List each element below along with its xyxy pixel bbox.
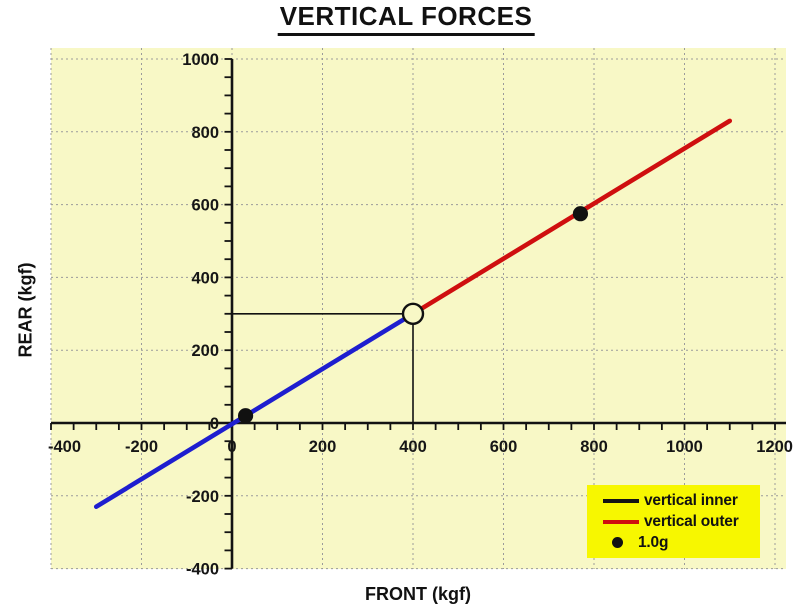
x-tick-label: 200 xyxy=(309,438,337,456)
legend-label: vertical inner xyxy=(644,491,738,509)
dot-swatch-icon xyxy=(612,537,623,548)
x-tick-label: -200 xyxy=(125,438,158,456)
crossover-circle xyxy=(401,302,425,325)
legend-item-vertical-outer: vertical outer xyxy=(603,513,756,531)
x-tick-label: 1000 xyxy=(666,438,703,456)
line-swatch-icon xyxy=(603,498,639,503)
legend-item-1g: 1.0g xyxy=(603,534,756,552)
point-marker-1g xyxy=(572,206,589,222)
point-marker-1g xyxy=(237,408,254,424)
legend-label: vertical outer xyxy=(644,512,739,530)
x-tick-label: 0 xyxy=(227,438,236,456)
line-swatch-icon xyxy=(603,519,639,524)
y-tick-label: 1000 xyxy=(182,51,219,69)
legend-item-vertical-inner: vertical inner xyxy=(603,492,756,510)
x-tick-label: 1200 xyxy=(756,438,793,456)
series-line-0 xyxy=(93,311,416,510)
x-tick-label: 400 xyxy=(399,438,427,456)
x-tick-label: -400 xyxy=(48,438,81,456)
y-tick-label: 0 xyxy=(210,415,219,433)
x-tick-label: 600 xyxy=(490,438,518,456)
y-tick-label: 800 xyxy=(191,124,219,142)
chart-title: VERTICAL FORCES xyxy=(277,1,535,36)
legend: vertical inner vertical outer 1.0g xyxy=(587,485,760,558)
x-axis-title: FRONT (kgf) xyxy=(365,584,471,604)
y-tick-label: 400 xyxy=(191,269,219,287)
legend-label: 1.0g xyxy=(638,533,669,551)
x-tick-label: 800 xyxy=(580,438,608,456)
y-tick-label: 600 xyxy=(191,197,219,215)
y-tick-label: -400 xyxy=(186,561,219,579)
y-tick-label: -200 xyxy=(186,488,219,506)
y-tick-label: 200 xyxy=(191,342,219,360)
series-line-1 xyxy=(410,118,733,317)
